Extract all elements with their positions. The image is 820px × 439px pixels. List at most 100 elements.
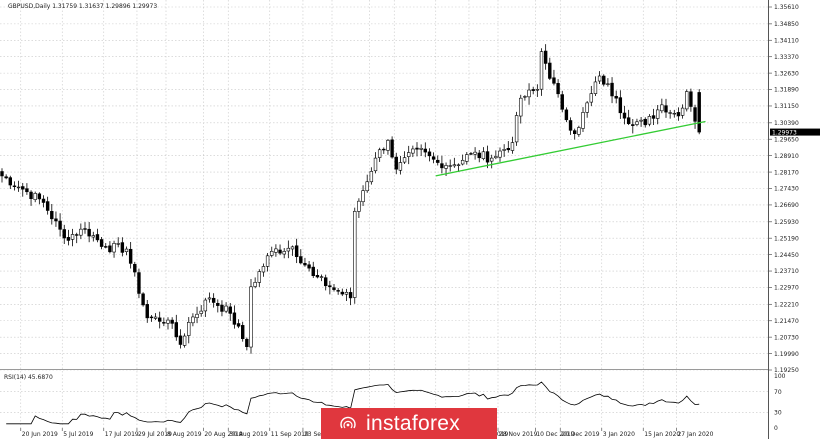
candle [527, 83, 531, 105]
candle [593, 76, 598, 96]
candle [104, 243, 108, 249]
candle [79, 223, 83, 240]
candle [597, 71, 602, 85]
candle [626, 109, 631, 126]
price-axis: 1.35610 1.34850 1.34110 1.33370 1.32630 1.318… [768, 4, 799, 374]
rsi-level-label: 70 [774, 389, 782, 396]
date-tick-label: 5 Jul 2019 [63, 431, 93, 438]
candle [477, 150, 481, 163]
candle [166, 317, 170, 330]
rsi-level-label: 100 [774, 373, 786, 380]
candle [33, 191, 37, 203]
candle [672, 109, 677, 118]
candle [610, 77, 614, 104]
candle [50, 203, 54, 225]
date-tick-label: 30 Aug 2019 [229, 431, 268, 438]
candle [145, 300, 149, 323]
candle [120, 237, 125, 257]
date-tick-label: 15 Jan 2020 [644, 431, 680, 438]
candle [465, 152, 469, 165]
candle [456, 163, 461, 172]
last-price-box [770, 128, 820, 136]
candle [311, 261, 315, 278]
candle [423, 142, 427, 158]
candle [62, 224, 66, 244]
candle [45, 196, 50, 215]
candle [639, 116, 643, 127]
candle [436, 155, 440, 166]
price-tick-label: 1.34850 [774, 21, 799, 28]
candle [236, 319, 241, 329]
price-tick-label: 1.31150 [774, 103, 799, 110]
candle [323, 274, 328, 291]
candle [685, 89, 689, 112]
candle [187, 317, 191, 344]
candle [21, 182, 25, 197]
candle [37, 192, 42, 205]
price-tick-label: 1.25190 [774, 235, 799, 242]
candle [70, 228, 75, 247]
candle [41, 195, 46, 208]
candle [83, 222, 87, 234]
candle [411, 145, 415, 158]
candle [506, 141, 510, 153]
candle [257, 269, 261, 287]
candle [319, 274, 324, 282]
candle [386, 139, 390, 155]
candle [290, 245, 295, 256]
candle [199, 305, 203, 317]
candle [278, 244, 282, 256]
candle [133, 261, 137, 277]
price-tick-label: 1.33370 [774, 54, 799, 61]
candle [535, 84, 540, 97]
candle [224, 302, 228, 314]
candle [498, 147, 502, 162]
candle [622, 105, 627, 125]
candle [29, 190, 33, 206]
candle [232, 305, 237, 329]
candle [58, 213, 62, 237]
candle [0, 168, 4, 183]
candle [494, 150, 498, 160]
candle [452, 157, 457, 168]
candle [651, 108, 656, 126]
candle [353, 207, 357, 304]
candle [539, 48, 544, 96]
watermark-brand-text: instaforex [366, 412, 460, 435]
rsi-level-label: 0 [774, 425, 778, 432]
symbol-info-label: GBPUSD,Daily 1.31759 1.31637 1.29896 1.2… [8, 3, 157, 10]
candle [631, 118, 635, 134]
candle [4, 174, 8, 180]
candle [228, 303, 232, 321]
price-tick-label: 1.22970 [774, 285, 799, 292]
candle [502, 144, 506, 157]
candle [564, 107, 569, 123]
candle [357, 198, 361, 218]
candle [543, 44, 548, 70]
candle [602, 74, 606, 87]
candle [668, 109, 672, 119]
date-tick-label: 29 Jul 2019 [138, 431, 172, 438]
candle [585, 101, 589, 118]
candle [485, 145, 490, 169]
candle [66, 229, 71, 246]
candle [568, 117, 573, 135]
candle [676, 107, 681, 121]
price-tick-label: 1.19990 [774, 351, 799, 358]
candle [315, 269, 320, 279]
candle [282, 248, 286, 259]
candle [556, 79, 560, 98]
price-tick-label: 1.27430 [774, 186, 799, 193]
candle [116, 237, 120, 248]
candle [390, 136, 394, 159]
candle [693, 104, 697, 129]
candle [664, 98, 668, 118]
candle [182, 333, 187, 348]
candle [427, 148, 432, 162]
support-trendline[interactable] [435, 120, 706, 177]
candle [220, 300, 224, 317]
rsi-level-label: 30 [774, 410, 782, 417]
candle [382, 147, 386, 154]
